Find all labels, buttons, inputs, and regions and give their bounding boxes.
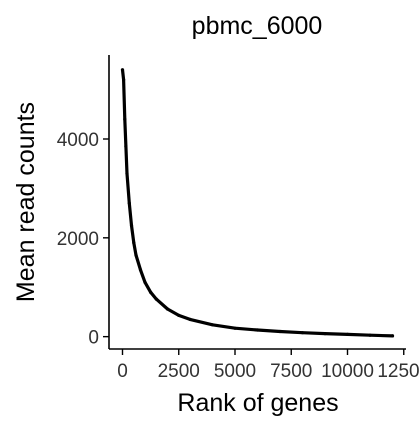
y-axis-label: Mean read counts — [12, 102, 40, 302]
data-point — [149, 290, 153, 294]
y-tick-label: 4000 — [57, 130, 99, 151]
data-point — [138, 268, 143, 272]
x-tick-label: 2500 — [158, 361, 200, 382]
y-tick-label: 0 — [88, 328, 99, 349]
data-point — [323, 332, 327, 336]
data-point — [233, 326, 237, 330]
data-point — [390, 334, 395, 338]
data-point — [120, 68, 125, 72]
data-point — [122, 78, 126, 82]
x-tick-label: 7500 — [270, 361, 312, 382]
data-point — [345, 332, 350, 336]
data-point — [210, 323, 215, 327]
plot-area — [120, 68, 395, 338]
data-point — [300, 331, 305, 335]
data-point — [132, 241, 136, 245]
series-line-0 — [120, 68, 395, 338]
data-point — [124, 144, 128, 148]
y-tick-label: 2000 — [57, 229, 99, 250]
data-point — [134, 253, 138, 257]
data-point — [123, 117, 127, 121]
data-point — [127, 201, 131, 205]
x-axis-label: Rank of genes — [177, 389, 338, 417]
data-point — [177, 313, 181, 317]
data-point — [154, 297, 158, 301]
data-point — [188, 317, 192, 321]
x-tick-label: 5000 — [214, 361, 256, 382]
x-tick-label: 0 — [117, 361, 128, 382]
data-point — [368, 333, 372, 337]
x-tick-label: 10000 — [321, 361, 374, 382]
data-point — [125, 172, 129, 176]
data-point — [255, 328, 260, 332]
data-point — [278, 329, 282, 334]
y-ticks: 0 2000 4000 — [57, 130, 109, 349]
chart-title: pbmc_6000 — [192, 12, 323, 40]
data-point — [129, 223, 134, 228]
data-point — [143, 280, 147, 284]
data-point — [165, 307, 170, 311]
